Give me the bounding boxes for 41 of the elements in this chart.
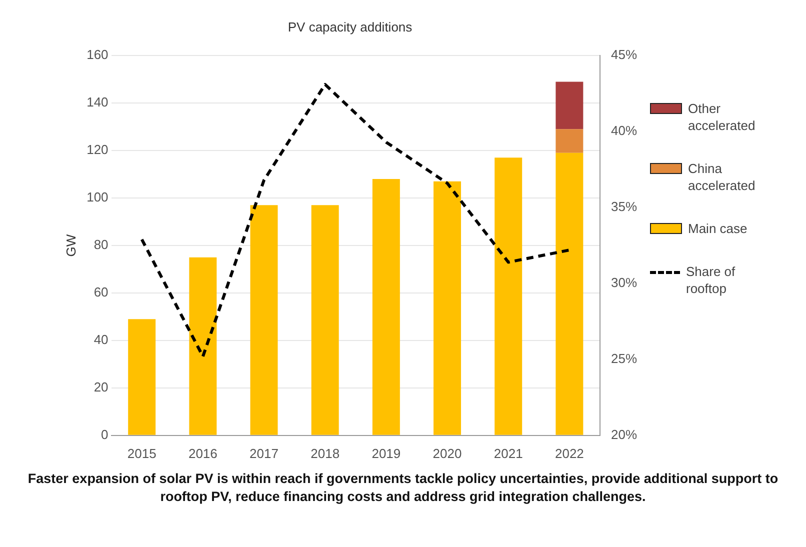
bar bbox=[556, 129, 584, 153]
bar bbox=[434, 181, 462, 435]
bar bbox=[189, 257, 217, 435]
y2-tick-label: 30% bbox=[610, 275, 638, 290]
x-tick-label: 2021 bbox=[494, 446, 523, 461]
chart-title: PV capacity additions bbox=[288, 19, 413, 34]
y-tick-label: 160 bbox=[86, 47, 108, 62]
bar bbox=[250, 205, 278, 435]
y2-tick-label: 45% bbox=[610, 47, 638, 62]
y2-tick-label: 35% bbox=[610, 199, 638, 214]
y-tick-label: 20 bbox=[94, 380, 108, 395]
y-tick-label: 120 bbox=[86, 142, 108, 158]
legend-label: China accelerated bbox=[688, 160, 756, 194]
legend-label: Main case bbox=[688, 220, 748, 237]
bar bbox=[556, 82, 584, 130]
x-tick-label: 2020 bbox=[432, 446, 462, 461]
y-tick-label: 140 bbox=[86, 94, 108, 110]
y-tick-label: 100 bbox=[86, 190, 108, 205]
y-tick-label: 40 bbox=[94, 332, 108, 348]
bar bbox=[556, 152, 584, 435]
y2-tick-label: 40% bbox=[610, 123, 638, 138]
x-tick-label: 2022 bbox=[554, 446, 584, 461]
legend-label: Share of rooftop bbox=[686, 263, 736, 297]
bar bbox=[372, 179, 400, 435]
y-axis-title: GW bbox=[63, 234, 78, 257]
bar bbox=[494, 158, 522, 435]
x-tick-label: 2016 bbox=[188, 446, 218, 461]
bar bbox=[311, 205, 339, 435]
x-tick-label: 2018 bbox=[310, 446, 340, 461]
y-tick-label: 80 bbox=[94, 237, 108, 252]
line-series bbox=[140, 82, 571, 358]
y2-tick-label: 20% bbox=[610, 426, 638, 442]
x-tick-label: 2019 bbox=[372, 446, 401, 461]
y2-tick-label: 25% bbox=[610, 351, 638, 366]
bar bbox=[128, 319, 156, 435]
legend-label: Other accelerated bbox=[688, 100, 756, 134]
text: Faster expansion of solar PV is within reach if governments tackle policy uncertainties, provide additional support to rooftop PV, reduce financing costs and address grid integration challenges. bbox=[26, 470, 780, 506]
x-tick-label: 2015 bbox=[127, 446, 156, 461]
y-tick-label: 60 bbox=[94, 284, 108, 300]
y-tick-label: 0 bbox=[101, 426, 108, 442]
x-tick-label: 2017 bbox=[250, 446, 278, 461]
